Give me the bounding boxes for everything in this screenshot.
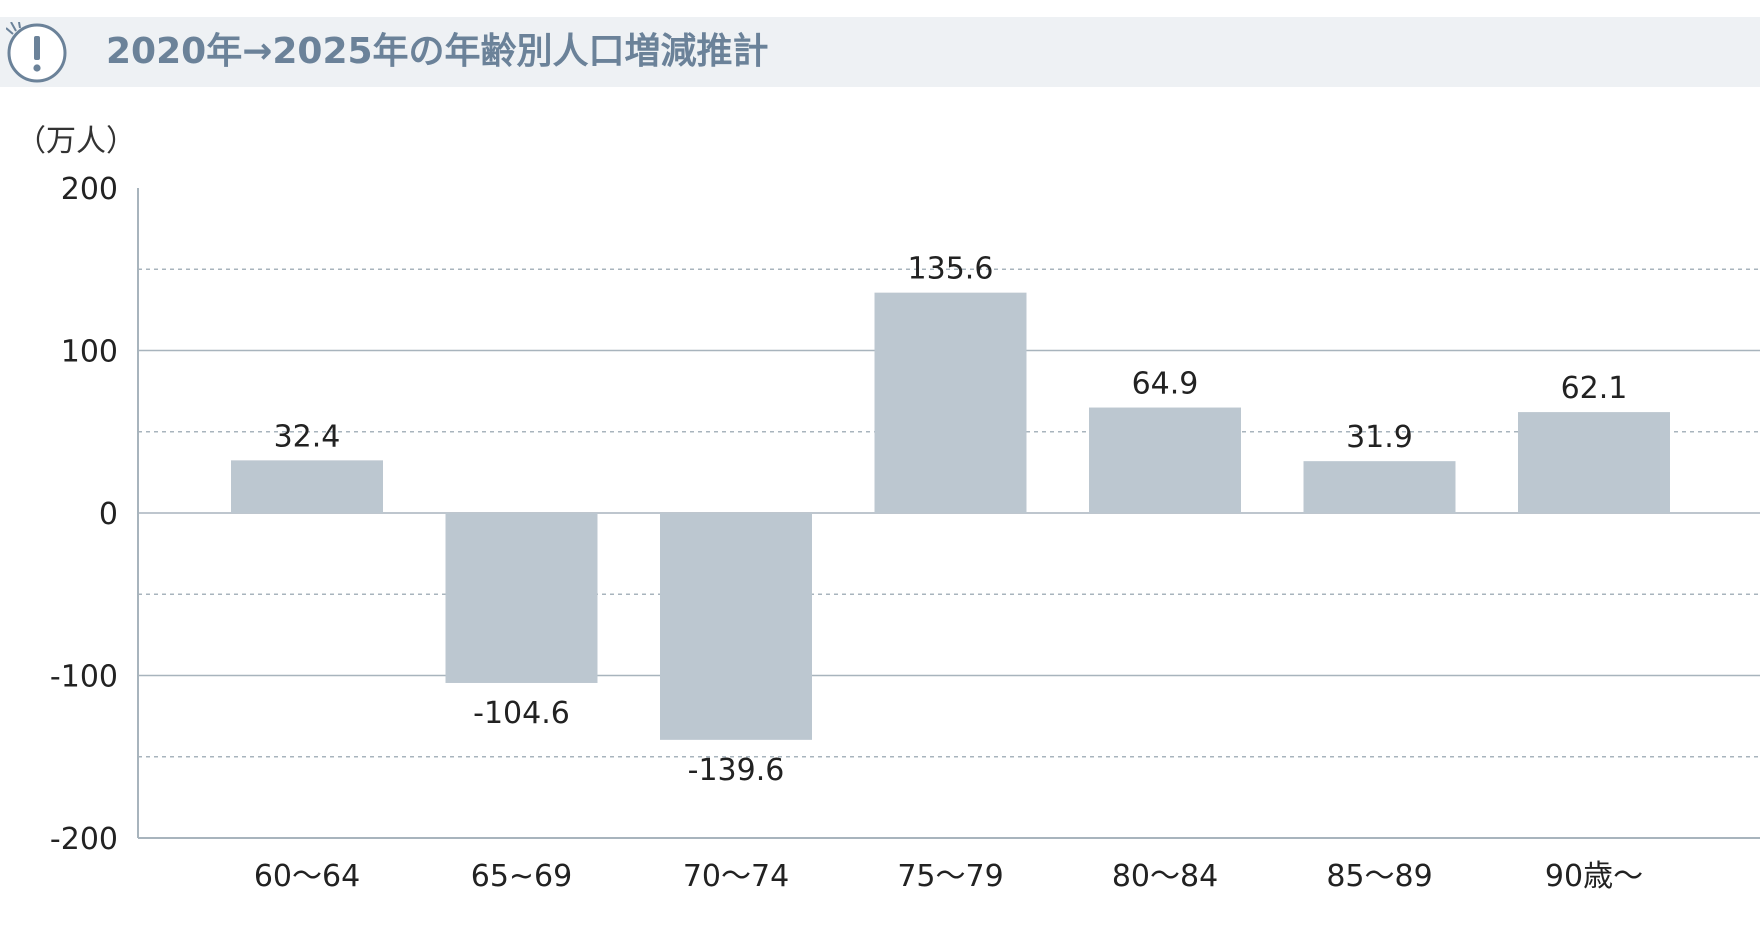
data-label: -104.6 [473,696,570,731]
y-tick-label: -100 [50,660,118,695]
x-tick-label: 60〜64 [254,859,360,894]
title-banner [0,17,1760,87]
x-tick-label: 80〜84 [1112,859,1218,894]
x-tick-label: 85〜89 [1326,859,1432,894]
x-tick-label: 75〜79 [897,859,1003,894]
data-label: 32.4 [274,419,341,454]
y-tick-label: 0 [99,497,118,532]
x-tick-label: 65~69 [471,859,572,894]
bar [660,513,812,740]
y-axis-unit-label: （万人） [16,124,136,159]
bar [231,460,383,513]
data-label: 62.1 [1561,371,1628,406]
data-label: 135.6 [908,252,994,287]
y-tick-label: 100 [61,335,118,370]
bar [1089,407,1241,513]
x-tick-label: 90歳〜 [1545,859,1643,894]
y-tick-label: -200 [50,822,118,857]
y-tick-label: 200 [61,172,118,207]
data-label: 64.9 [1132,367,1199,402]
bar [1518,412,1670,513]
chart-title: 2020年→2025年の年齢別人口増減推計 [106,31,769,72]
bar [874,292,1027,513]
bar [445,513,598,683]
x-tick-label: 70〜74 [683,859,789,894]
bar [1303,461,1456,513]
data-label: -139.6 [688,753,785,788]
data-label: 31.9 [1346,420,1413,455]
exclamation-icon [6,22,67,83]
